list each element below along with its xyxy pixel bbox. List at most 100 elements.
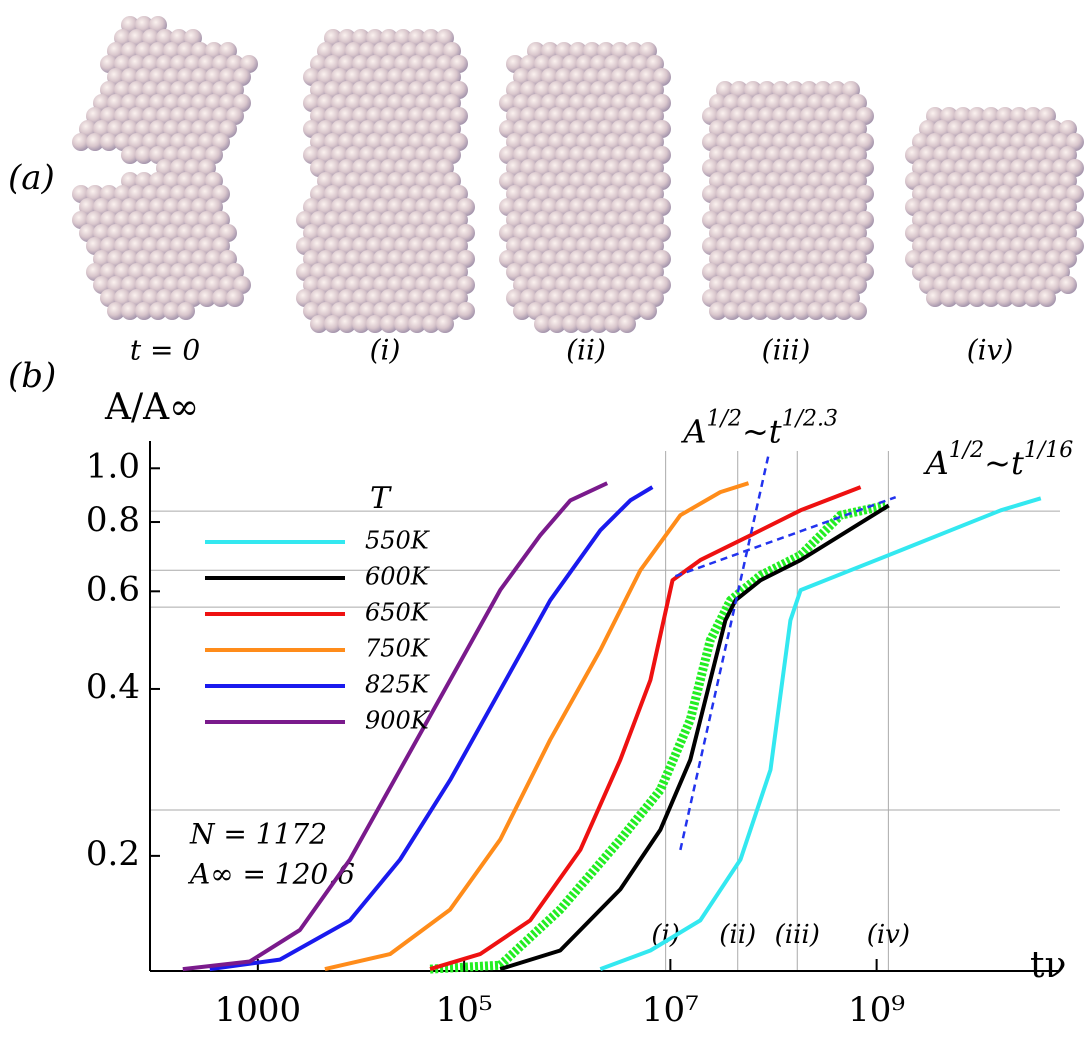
base: A — [923, 444, 949, 482]
atom — [926, 289, 944, 307]
atom — [954, 289, 972, 307]
x-tick-label: 10⁹ — [848, 990, 905, 1030]
x-axis-label: tν — [1030, 945, 1066, 986]
atom — [534, 315, 552, 333]
data-line — [429, 485, 862, 972]
x-tick-label: 10⁵ — [436, 990, 493, 1030]
snapshot-label: t = 0 — [130, 334, 200, 367]
atom — [590, 315, 608, 333]
atom — [380, 315, 398, 333]
atom — [212, 289, 230, 307]
time-marker: (iii) — [775, 920, 820, 950]
atom — [968, 289, 986, 307]
time-marker: (iv) — [867, 920, 910, 950]
atom — [100, 133, 118, 151]
atom — [821, 302, 839, 320]
snapshot-label: (iv) — [967, 334, 1014, 367]
atom — [1059, 276, 1077, 294]
atom — [723, 302, 741, 320]
y-tick-label: 0.4 — [86, 667, 140, 707]
legend-label: 750K — [365, 635, 431, 663]
atom — [1038, 289, 1056, 307]
annotation: A∞ = 120.6 — [187, 858, 355, 891]
snapshot-label: (ii) — [566, 334, 606, 367]
atom — [338, 315, 356, 333]
legend-title: T — [370, 481, 392, 516]
base: A — [680, 412, 706, 450]
atom — [562, 315, 580, 333]
y-tick-label: 0.6 — [86, 569, 140, 609]
atom — [177, 302, 195, 320]
legend-label: 825K — [365, 671, 431, 699]
exponent: 1/2.3 — [782, 406, 838, 431]
panel-label: (b) — [8, 356, 56, 396]
atom — [149, 302, 167, 320]
atom — [604, 315, 622, 333]
atom — [751, 302, 769, 320]
snapshot-label: (i) — [370, 334, 401, 367]
fit-line — [675, 495, 897, 578]
atom — [324, 315, 342, 333]
exponent: 1/2 — [949, 438, 984, 463]
particle-snapshots — [72, 16, 1084, 333]
y-tick-label: 0.2 — [86, 834, 140, 874]
data-line — [324, 481, 750, 972]
data-line — [599, 496, 1042, 971]
annotation: N = 1172 — [189, 818, 327, 851]
atom — [436, 315, 454, 333]
atom — [394, 315, 412, 333]
snapshot-label: (iii) — [762, 334, 811, 367]
y-axis-label: A/A∞ — [104, 387, 199, 428]
atom — [807, 302, 825, 320]
legend-label: 600K — [365, 563, 431, 591]
fit-label: A1/2~t1/2.3 — [680, 406, 838, 450]
atom — [163, 302, 181, 320]
atom — [135, 302, 153, 320]
legend-label: 550K — [365, 527, 431, 555]
atom — [366, 315, 384, 333]
atom — [86, 133, 104, 151]
atom — [765, 302, 783, 320]
legend-label: 650K — [365, 599, 431, 627]
atom — [982, 289, 1000, 307]
atom — [310, 315, 328, 333]
atom — [618, 315, 636, 333]
atom — [226, 289, 244, 307]
atom — [849, 302, 867, 320]
fit-line — [679, 455, 770, 851]
exponent: 1/2 — [707, 406, 742, 431]
atom — [121, 146, 139, 164]
atom — [996, 289, 1014, 307]
data-line — [182, 481, 609, 972]
atom — [107, 302, 125, 320]
x-tick-label: 1000 — [215, 990, 302, 1030]
atom — [513, 302, 531, 320]
atom — [422, 315, 440, 333]
atom — [548, 315, 566, 333]
y-tick-label: 0.8 — [86, 500, 140, 540]
atom — [835, 302, 853, 320]
fit-label: A1/2~t1/16 — [923, 438, 1074, 482]
atom — [457, 302, 475, 320]
atom — [940, 289, 958, 307]
atom — [709, 302, 727, 320]
time-marker: (ii) — [719, 920, 756, 950]
atom — [198, 289, 216, 307]
x-tick-label: 10⁷ — [642, 990, 699, 1030]
data-line — [499, 503, 890, 972]
atom — [1024, 289, 1042, 307]
atom — [135, 146, 153, 164]
atom — [121, 302, 139, 320]
base: ~t — [742, 412, 782, 450]
atom — [352, 315, 370, 333]
legend-label: 900K — [365, 707, 431, 735]
base: ~t — [984, 444, 1024, 482]
atom — [72, 133, 90, 151]
data-line — [429, 501, 887, 974]
exponent: 1/16 — [1024, 438, 1073, 463]
atom — [639, 302, 657, 320]
atom — [737, 302, 755, 320]
atom — [793, 302, 811, 320]
atom — [408, 315, 426, 333]
